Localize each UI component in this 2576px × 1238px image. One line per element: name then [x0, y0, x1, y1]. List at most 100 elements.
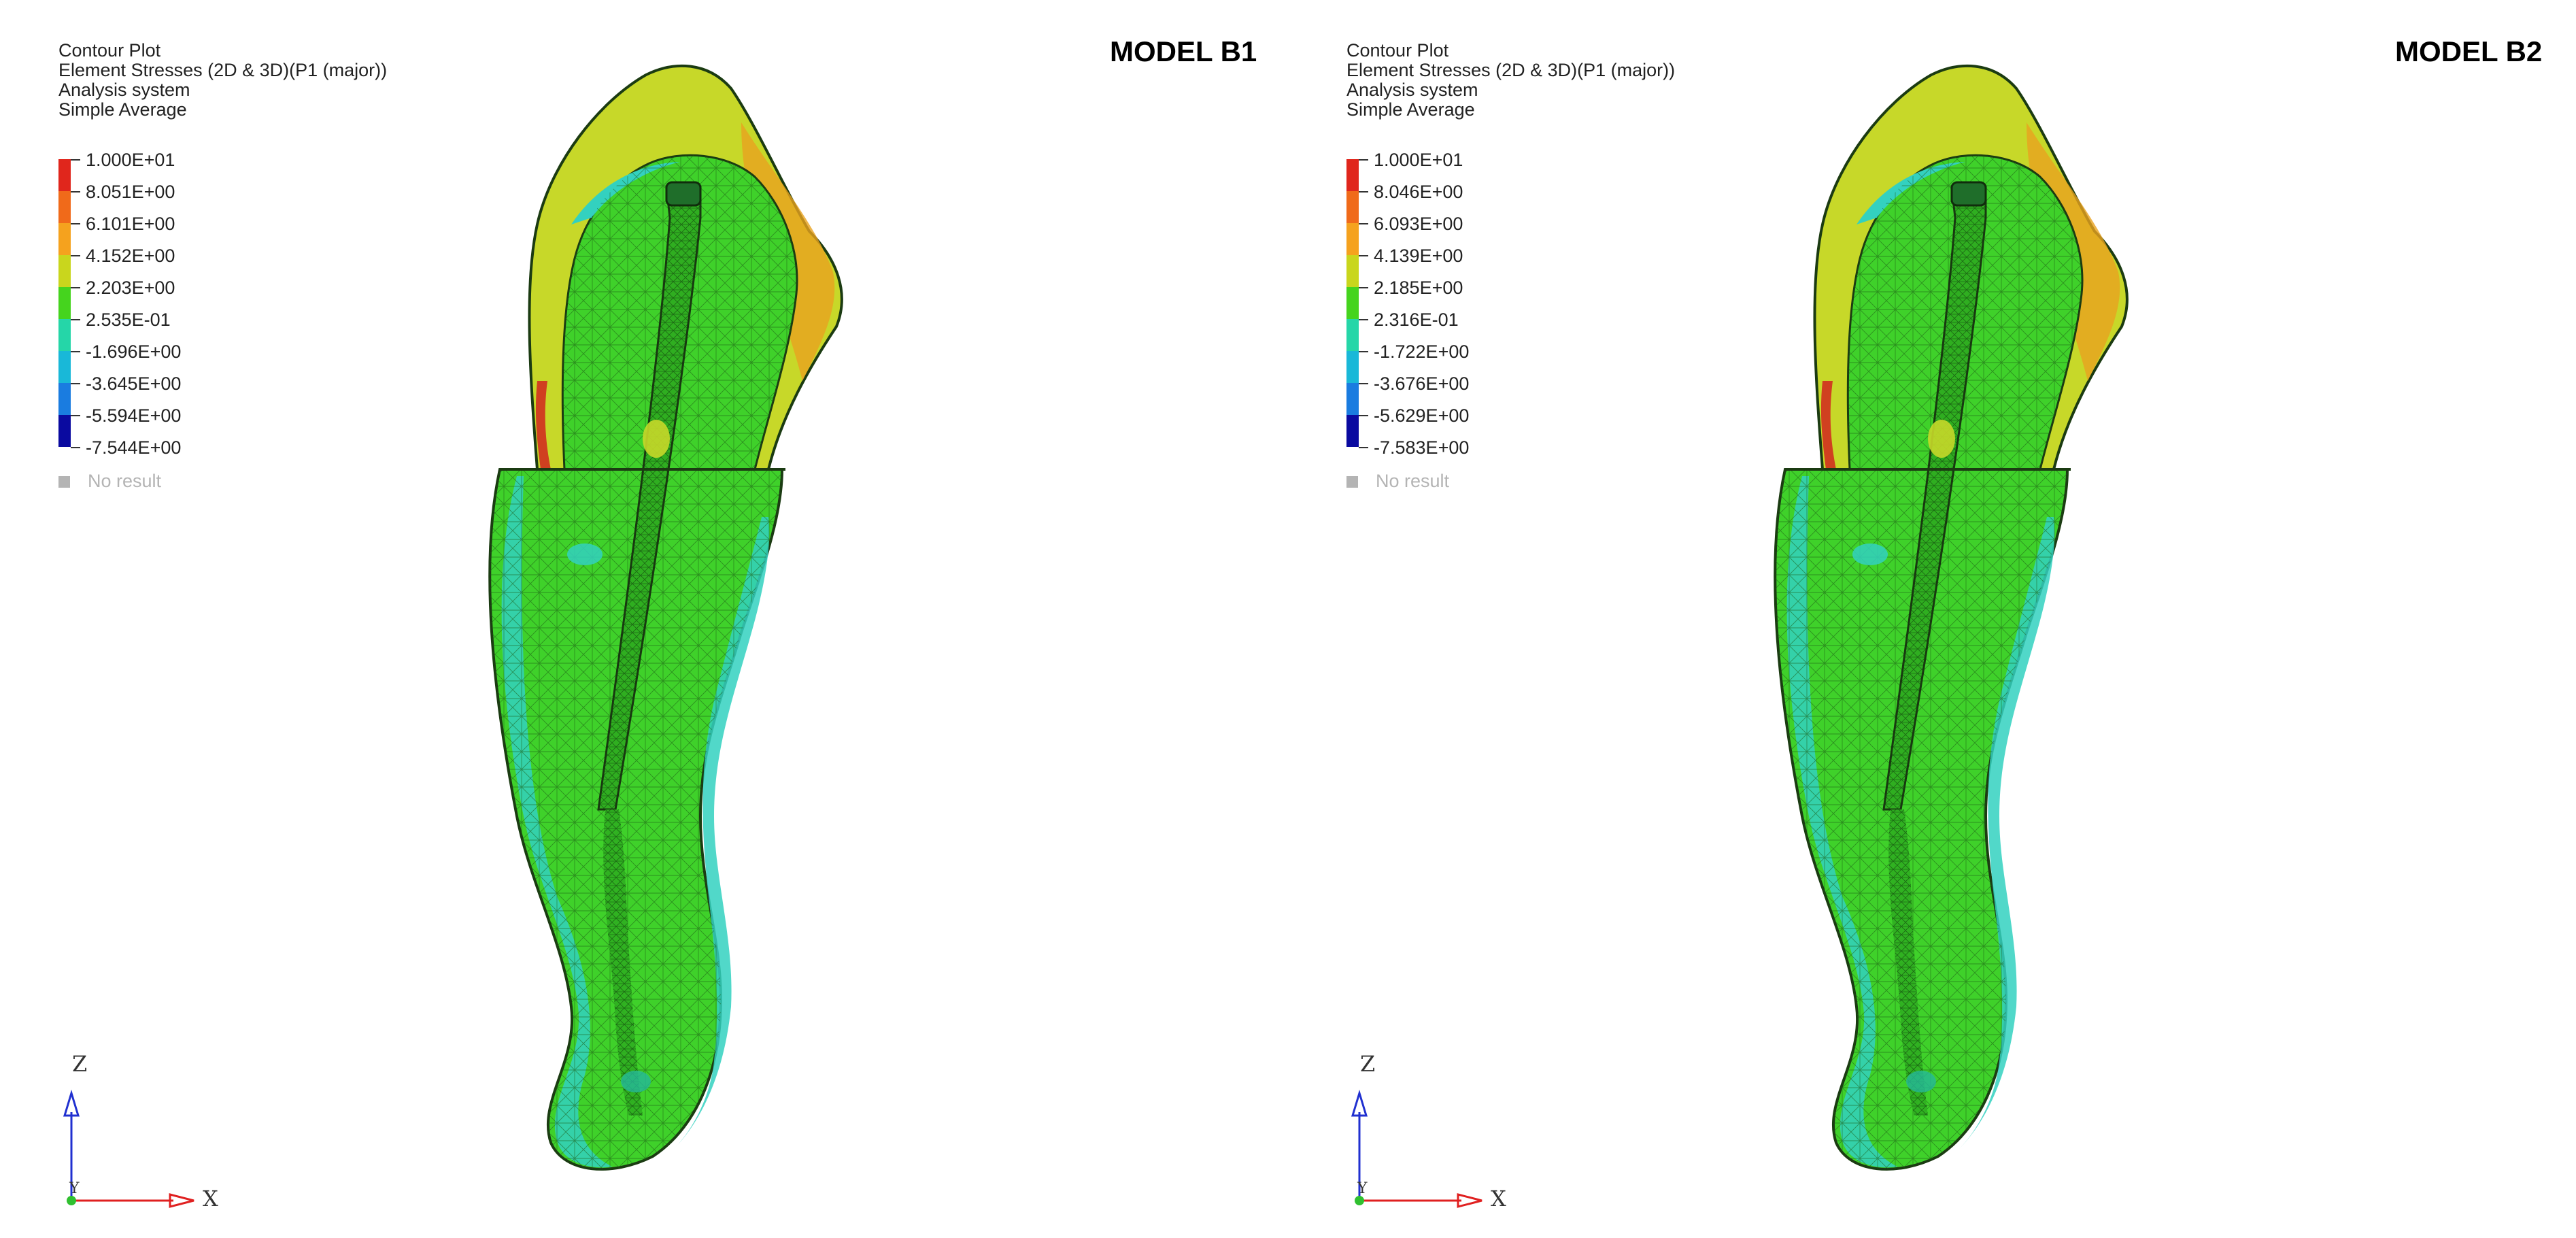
scale-value: 4.139E+00 [1374, 246, 1463, 266]
axis-triad-icon [63, 1089, 194, 1208]
scale-band-9 [1346, 415, 1359, 447]
y-axis-label: Y [1357, 1180, 1368, 1197]
scale-value: 1.000E+01 [1374, 150, 1463, 170]
z-axis-label: Z [1360, 1051, 1376, 1077]
scale-band-3 [58, 223, 71, 255]
scale-tick [1359, 319, 1368, 320]
scale-value: -3.676E+00 [1374, 373, 1470, 394]
no-result-legend: No result [1346, 471, 1449, 492]
scale-band-8 [1346, 383, 1359, 415]
scale-band-9 [58, 415, 71, 447]
scale-value: 6.093E+00 [1374, 214, 1463, 234]
scale-band-2 [58, 191, 71, 223]
scale-value: 2.203E+00 [86, 278, 175, 298]
scale-value: -1.696E+00 [86, 341, 182, 362]
axis-triad-icon [1351, 1089, 1482, 1208]
model-title: MODEL B1 [1110, 35, 1257, 67]
scale-tick [71, 351, 80, 352]
scale-tick [1359, 351, 1368, 352]
scale-tick [1359, 383, 1368, 384]
scale-band-7 [58, 351, 71, 383]
crown-hotspot [643, 420, 670, 458]
scale-value: 2.185E+00 [1374, 278, 1463, 298]
scale-tick [1359, 255, 1368, 256]
apex-spot [1906, 1071, 1936, 1092]
tooth-mesh-model [488, 64, 843, 1171]
scale-value: 4.152E+00 [86, 246, 175, 266]
scale-band-8 [58, 383, 71, 415]
legend-quantity: Element Stresses (2D & 3D)(P1 (major)) [58, 60, 388, 80]
scale-tick [71, 415, 80, 416]
color-scale: 1.000E+01 8.051E+00 6.101E+00 4.152E+00 … [58, 150, 283, 479]
color-scale: 1.000E+01 8.046E+00 6.093E+00 4.139E+00 … [1346, 150, 1571, 479]
scale-value: -5.594E+00 [86, 405, 182, 426]
scale-value: 8.051E+00 [86, 182, 175, 202]
scale-band-3 [1346, 223, 1359, 255]
scale-tick [1359, 415, 1368, 416]
no-result-label: No result [88, 471, 162, 491]
root-cyan-right [673, 517, 770, 1150]
scale-band-6 [58, 319, 71, 351]
x-axis-label: X [1491, 1186, 1506, 1211]
scale-value: 1.000E+01 [86, 150, 175, 170]
legend-header: Contour Plot Element Stresses (2D & 3D)(… [58, 41, 387, 120]
scale-value: 8.046E+00 [1374, 182, 1463, 202]
scale-band-6 [1346, 319, 1359, 351]
crown-hotspot [1928, 420, 1955, 458]
scale-tick [1359, 191, 1368, 193]
no-result-swatch [1346, 476, 1358, 488]
tooth-mesh-model [1774, 64, 2129, 1171]
legend-averaging: Simple Average [58, 99, 187, 120]
cervical-spot [1852, 543, 1888, 565]
scale-band-1 [1346, 159, 1359, 191]
no-result-label: No result [1376, 471, 1450, 491]
legend-averaging: Simple Average [1346, 99, 1475, 120]
scale-tick [71, 287, 80, 288]
cervical-spot [567, 543, 603, 565]
scale-value: 6.101E+00 [86, 214, 175, 234]
scale-tick [71, 447, 80, 448]
no-result-swatch [58, 476, 70, 488]
legend-title: Contour Plot [58, 40, 161, 61]
post-top [665, 181, 702, 207]
scale-value: -3.645E+00 [86, 373, 182, 394]
scale-tick [1359, 447, 1368, 448]
no-result-legend: No result [58, 471, 161, 492]
crown-red-edge [535, 381, 551, 469]
scale-band-4 [58, 255, 71, 287]
scale-band-7 [1346, 351, 1359, 383]
scale-value: -7.544E+00 [86, 437, 182, 458]
legend-title: Contour Plot [1346, 40, 1449, 61]
model-title: MODEL B2 [2395, 35, 2543, 67]
legend-quantity: Element Stresses (2D & 3D)(P1 (major)) [1346, 60, 1676, 80]
scale-value: -7.583E+00 [1374, 437, 1470, 458]
scale-tick [71, 319, 80, 320]
scale-band-5 [58, 287, 71, 319]
scale-tick [1359, 287, 1368, 288]
scale-value: 2.316E-01 [1374, 310, 1459, 330]
legend-system: Analysis system [58, 80, 190, 100]
z-axis-label: Z [72, 1051, 88, 1077]
x-axis-label: X [203, 1186, 218, 1211]
scale-band-1 [58, 159, 71, 191]
model-b2-panel: Contour Plot Element Stresses (2D & 3D)(… [1288, 0, 2576, 1238]
crown-red-edge [1820, 381, 1836, 469]
scale-value: -1.722E+00 [1374, 341, 1470, 362]
root-cyan-right [1959, 517, 2055, 1150]
apex-spot [621, 1071, 651, 1092]
scale-tick [71, 383, 80, 384]
scale-band-5 [1346, 287, 1359, 319]
scale-tick [71, 223, 80, 224]
post-top [1950, 181, 1987, 207]
model-b1-panel: Contour Plot Element Stresses (2D & 3D)(… [58, 35, 1257, 1221]
legend-system: Analysis system [1346, 80, 1478, 100]
scale-tick [1359, 159, 1368, 161]
coordinate-triad: Z X Y [1349, 1051, 1519, 1221]
scale-tick [71, 191, 80, 193]
coordinate-triad: Z X Y [61, 1051, 231, 1221]
scale-value: 2.535E-01 [86, 310, 171, 330]
scale-tick [71, 255, 80, 256]
legend-header: Contour Plot Element Stresses (2D & 3D)(… [1346, 41, 1675, 120]
scale-band-2 [1346, 191, 1359, 223]
scale-tick [71, 159, 80, 161]
